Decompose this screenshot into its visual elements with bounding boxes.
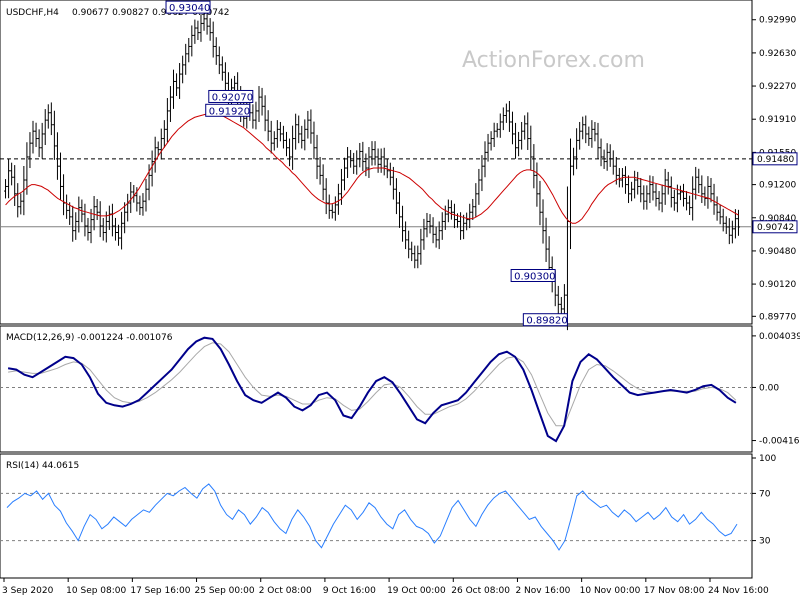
price-annotation-box [208,89,254,103]
price-panel-frame [0,0,753,325]
macd-tick-label: 0.00 [759,383,779,393]
time-tick-label: 24 Nov 16:00 [708,586,769,596]
macd-tick-label: 0.004039 [759,332,800,342]
price-axis: 0.929900.926300.922700.919100.915500.912… [752,16,796,322]
macd-line [7,336,737,443]
price-bars [4,10,740,331]
price-tick-label: 0.89770 [759,312,796,322]
time-tick-label: 17 Sep 16:00 [130,586,190,596]
price-level-tag-box [752,152,798,166]
rsi-axis: 100 70 30 [752,454,776,547]
time-tick-label: 19 Oct 00:00 [387,586,446,596]
macd-plot [0,336,752,443]
time-tick-label: 2 Nov 16:00 [515,586,570,596]
rsi-plot [0,483,752,551]
price-annotation-label: 0.92070 [212,92,253,103]
price-annotation-box [510,269,556,282]
price-level-tags: 0.91480 0.90742 [752,152,798,234]
price-annotation-label: 0.90300 [514,272,555,283]
ohlc-label: 0.90677 0.90827 0.90627 0.90742 [72,8,229,18]
rsi-tick-label: 100 [759,454,776,464]
price-tick-label: 0.91200 [759,181,796,191]
price-level-tag-box [752,220,798,234]
rsi-tick-label: 70 [759,489,771,499]
price-tick-label: 0.90840 [759,214,796,224]
time-tick-label: 17 Nov 08:00 [644,586,705,596]
price-annotation-box [165,0,211,14]
price-annotation-label: 0.93040 [169,3,210,14]
moving-average [5,112,739,224]
price-tick-label: 0.90480 [759,247,796,257]
price-annotation-box [522,313,568,327]
moving-average-line [5,112,739,224]
rsi-label: RSI(14) 44.0615 [6,461,79,471]
symbol-label: USDCHF,H4 [6,8,59,18]
price-tick-label: 0.91910 [759,115,796,125]
time-axis: 3 Sep 2020 10 Sep 08:00 17 Sep 16:00 25 Sep… [2,578,769,596]
price-level-lines [0,158,752,228]
macd-axis: 0.004039 0.00 -0.00416 [752,332,800,447]
macd-tick-label: -0.00416 [759,437,800,447]
price-annotation-label: 0.91920 [209,106,250,117]
price-tick-label: 0.92990 [759,16,796,26]
time-tick-label: 3 Sep 2020 [2,586,54,596]
price-level-tag-label: 0.90742 [757,223,794,233]
price-annotation-label: 0.89820 [526,316,567,327]
time-tick-label: 26 Oct 08:00 [451,586,510,596]
price-tick-label: 0.92630 [759,49,796,59]
macd-signal-line [8,342,737,427]
time-tick-label: 10 Nov 00:00 [580,586,641,596]
time-tick-label: 25 Sep 00:00 [195,586,255,596]
price-annotations: 0.93040 0.92070 0.91920 0.90300 0.89820 [165,0,568,327]
price-tick-label: 0.92270 [759,82,796,92]
rsi-line [6,483,738,551]
price-level-tag-label: 0.91480 [757,155,794,165]
time-tick-label: 2 Oct 08:00 [259,586,312,596]
macd-label: MACD(12,26,9) -0.001224 -0.001076 [6,333,173,343]
watermark-text: ActionForex.com [462,48,645,73]
rsi-panel-frame [0,453,753,579]
time-tick-label: 10 Sep 08:00 [66,586,126,596]
price-annotation-box [205,103,251,117]
rsi-tick-label: 30 [759,537,771,547]
price-tick-label: 0.90120 [759,280,796,290]
time-tick-label: 9 Oct 16:00 [323,586,376,596]
